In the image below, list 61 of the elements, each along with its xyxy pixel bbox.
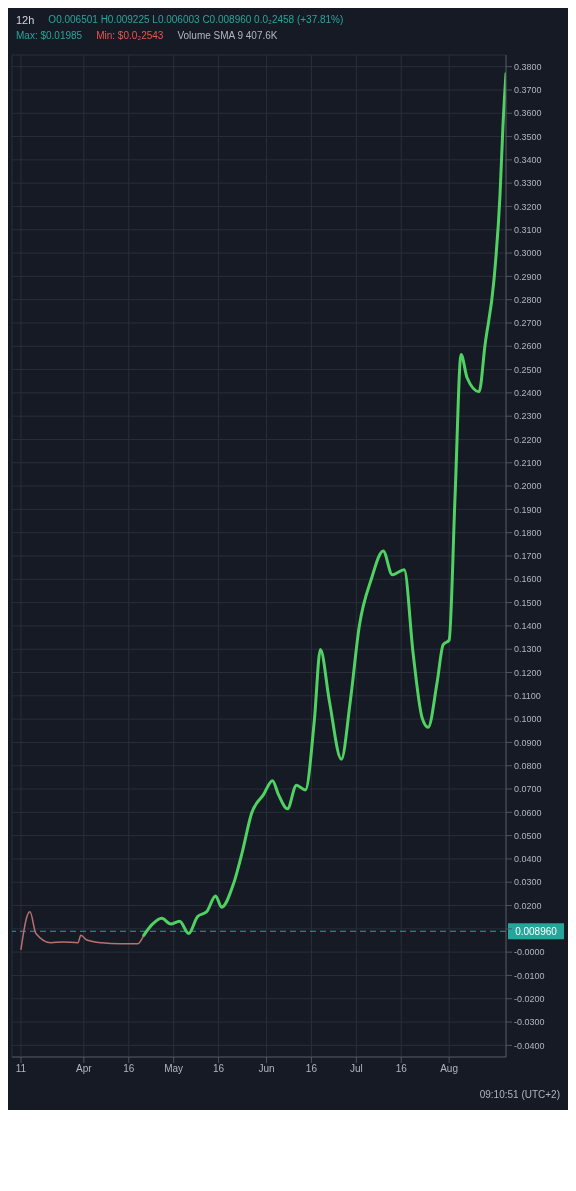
x-tick-label: Aug (440, 1063, 459, 1075)
y-tick-label: 0.1500 (514, 597, 542, 608)
x-tick-label: Jul (349, 1063, 363, 1075)
y-tick-label: -0.0200 (514, 993, 545, 1004)
y-tick-label: 0.0500 (514, 830, 542, 841)
y-tick-label: 0.1400 (514, 621, 542, 632)
y-tick-label: 0.1600 (514, 574, 542, 585)
y-tick-label: 0.3400 (514, 155, 542, 166)
text: O0.006501 H0.009225 L0.006003 C0.008960 0.0₂2458 (+37.81%) (48, 14, 344, 26)
x-tick-label: 16 (305, 1063, 318, 1075)
x-tick-label: 16 (123, 1063, 135, 1075)
y-tick-label: 0.0700 (514, 784, 542, 795)
y-tick-label: 0.2000 (514, 481, 542, 492)
y-tick-label: 0.2400 (514, 388, 542, 399)
y-tick-label: 0.2700 (514, 318, 542, 329)
y-tick-label: 0.2100 (514, 457, 542, 468)
y-tick-label: 0.2200 (514, 434, 542, 445)
y-tick-label: -0.0400 (514, 1040, 545, 1051)
y-tick-label: 0.0400 (514, 854, 542, 865)
x-tick-label: Jun (258, 1063, 275, 1075)
y-tick-label: 0.2500 (514, 364, 542, 375)
y-tick-label: -0.0000 (514, 947, 545, 958)
y-tick-label: 0.2600 (514, 341, 542, 352)
x-tick-label: 16 (213, 1063, 225, 1075)
y-tick-label: 0.0600 (514, 807, 542, 818)
text: Volume SMA 9 407.6K (177, 30, 278, 41)
y-tick-label: 0.1000 (514, 714, 542, 725)
y-tick-label: 0.0300 (514, 877, 542, 888)
y-tick-label: 0.2900 (514, 271, 542, 282)
text: Min: $0.0₂2543 (96, 30, 164, 41)
y-tick-label: 0.1200 (514, 667, 542, 678)
x-tick-label: May (164, 1063, 184, 1075)
y-tick-label: -0.0300 (514, 1017, 545, 1028)
y-tick-label: 0.1900 (514, 504, 542, 515)
x-tick-label: 11 (15, 1063, 27, 1075)
y-tick-label: 0.1100 (514, 691, 541, 702)
y-tick-label: 0.1800 (514, 527, 542, 538)
y-tick-label: 0.3600 (514, 108, 542, 119)
y-tick-label: 0.0900 (514, 737, 542, 748)
y-tick-label: 0.0200 (514, 900, 542, 911)
y-tick-label: 0.3700 (514, 85, 542, 96)
y-tick-label: 0.2800 (514, 294, 542, 305)
y-tick-label: 0.3500 (514, 131, 542, 142)
y-tick-label: 0.1300 (514, 644, 542, 655)
line-series (20, 911, 145, 951)
y-tick-label: -0.0100 (514, 970, 545, 981)
y-tick-label: 0.1700 (514, 551, 542, 562)
y-tick-label: 0.3200 (514, 201, 542, 212)
y-tick-label: 0.3800 (514, 61, 542, 72)
y-tick-label: 0.3300 (514, 178, 542, 189)
x-tick-label: 16 (395, 1063, 408, 1075)
text: 09:10:51 (UTC+2) (479, 1089, 560, 1100)
chart-title: 12h (16, 14, 35, 26)
y-tick-label: 0.0800 (514, 760, 542, 771)
ref-line-label: 0.008960 (515, 926, 558, 938)
line-series (142, 72, 506, 937)
y-tick-label: 0.2300 (514, 411, 542, 422)
y-tick-label: 0.3000 (514, 248, 542, 259)
y-tick-label: 0.3100 (514, 224, 542, 235)
x-tick-label: Apr (76, 1063, 93, 1075)
text: Max: $0.01985 (16, 30, 83, 41)
